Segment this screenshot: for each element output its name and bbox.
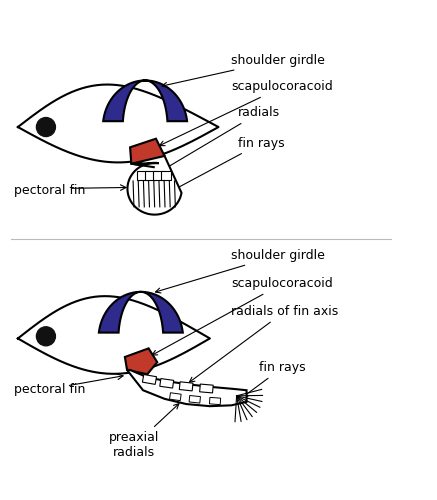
Polygon shape [209,398,221,404]
Polygon shape [137,172,148,179]
Polygon shape [99,292,183,333]
Text: scapulocoracoid: scapulocoracoid [152,277,333,355]
Polygon shape [145,172,156,179]
Polygon shape [161,172,171,179]
Circle shape [36,327,55,346]
Text: radials: radials [157,106,280,174]
Text: pectoral fin: pectoral fin [14,384,85,396]
Polygon shape [200,384,213,393]
Polygon shape [160,378,173,388]
Text: preaxial
radials: preaxial radials [109,404,179,459]
Text: shoulder girdle: shoulder girdle [156,248,325,293]
Polygon shape [130,138,165,167]
Circle shape [36,118,55,137]
Polygon shape [18,84,218,162]
Polygon shape [128,156,181,214]
Text: pectoral fin: pectoral fin [14,184,85,197]
Text: scapulocoracoid: scapulocoracoid [160,80,333,146]
Polygon shape [179,382,193,391]
Text: fin rays: fin rays [168,136,284,193]
Polygon shape [103,80,187,121]
Polygon shape [170,392,181,400]
Text: fin rays: fin rays [243,361,306,398]
Polygon shape [125,348,157,374]
Polygon shape [142,374,156,384]
Polygon shape [153,172,164,179]
Polygon shape [189,396,201,403]
Text: radials of fin axis: radials of fin axis [189,305,339,382]
Text: shoulder girdle: shoulder girdle [162,54,325,88]
Polygon shape [127,370,246,406]
Polygon shape [18,296,210,374]
